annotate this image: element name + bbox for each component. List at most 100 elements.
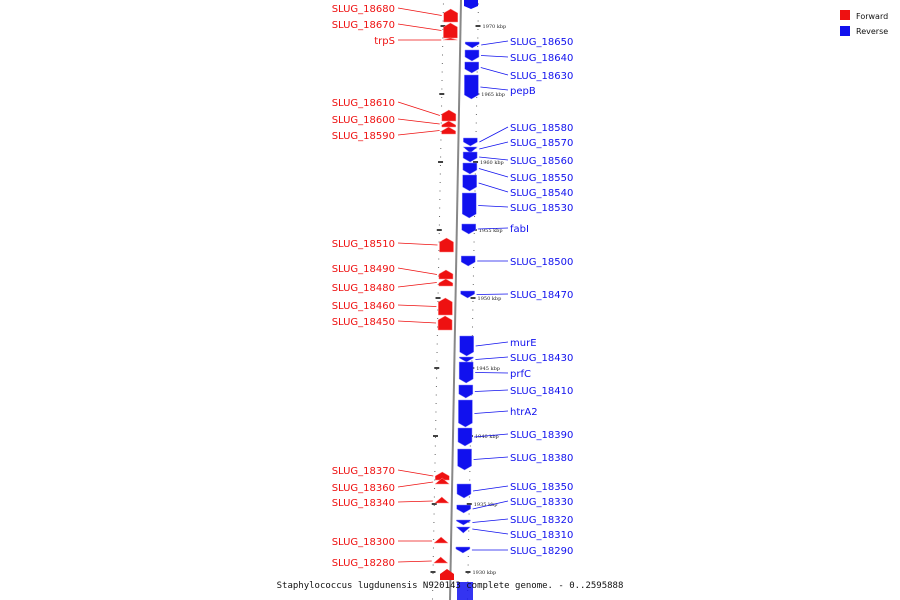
forward-gene[interactable] xyxy=(435,471,450,481)
reverse-gene[interactable] xyxy=(462,146,478,154)
reverse-gene[interactable] xyxy=(460,255,476,267)
reverse-gene-label[interactable]: SLUG_18290 xyxy=(510,546,573,557)
forward-gene[interactable] xyxy=(434,496,450,504)
reverse-gene-label[interactable]: SLUG_18310 xyxy=(510,530,573,541)
reverse-gene[interactable] xyxy=(458,384,474,399)
reverse-gene-leader xyxy=(478,182,509,193)
reverse-gene-label[interactable]: prfC xyxy=(510,369,531,380)
forward-gene-label[interactable]: SLUG_18680 xyxy=(332,4,395,15)
forward-gene-label[interactable]: SLUG_18280 xyxy=(332,558,395,569)
reverse-gene[interactable] xyxy=(463,137,478,147)
reverse-gene-label[interactable]: SLUG_18640 xyxy=(510,53,573,64)
reverse-gene-leader xyxy=(474,389,509,392)
reverse-gene[interactable] xyxy=(462,151,478,163)
reverse-gene[interactable] xyxy=(456,483,472,499)
reverse-gene-label[interactable]: SLUG_18570 xyxy=(510,138,573,149)
forward-gene[interactable] xyxy=(438,269,454,280)
reverse-gene-label[interactable]: SLUG_18560 xyxy=(510,156,573,167)
forward-gene-label[interactable]: trpS xyxy=(374,36,395,47)
reverse-gene[interactable] xyxy=(462,174,477,192)
reverse-gene[interactable] xyxy=(459,335,474,357)
reverse-gene-leader xyxy=(481,40,509,46)
reverse-gene-label[interactable]: SLUG_18530 xyxy=(510,203,573,214)
genome-caption: Staphylococcus lugdunensis N920143 compl… xyxy=(277,581,624,591)
forward-gene[interactable] xyxy=(433,536,449,544)
forward-gene-label[interactable]: SLUG_18360 xyxy=(332,483,395,494)
forward-gene-label[interactable]: SLUG_18510 xyxy=(332,239,395,250)
reverse-gene[interactable] xyxy=(459,356,474,363)
forward-gene-leader xyxy=(397,500,433,503)
reverse-gene-leader xyxy=(472,500,509,510)
reverse-gene[interactable] xyxy=(464,49,480,62)
forward-gene[interactable] xyxy=(443,8,458,23)
reverse-gene-label[interactable]: SLUG_18500 xyxy=(510,257,573,268)
reverse-gene-label[interactable]: SLUG_18390 xyxy=(510,430,573,441)
reverse-gene-label[interactable]: SLUG_18580 xyxy=(510,123,573,134)
reverse-gene-label[interactable]: SLUG_18330 xyxy=(510,497,573,508)
reverse-gene-label[interactable]: pepB xyxy=(510,86,536,97)
reverse-gene[interactable] xyxy=(464,61,480,74)
forward-gene[interactable] xyxy=(439,237,454,253)
forward-gene-label[interactable]: SLUG_18610 xyxy=(332,98,395,109)
forward-gene-leader xyxy=(397,7,442,16)
forward-gene[interactable] xyxy=(441,120,456,128)
reverse-gene[interactable] xyxy=(464,74,479,100)
reverse-gene-leader xyxy=(472,485,509,492)
forward-gene[interactable] xyxy=(434,477,450,485)
reverse-gene-label[interactable]: fabI xyxy=(510,224,529,235)
forward-gene[interactable] xyxy=(441,109,457,122)
reverse-gene[interactable] xyxy=(456,504,471,514)
reverse-gene-label[interactable]: SLUG_18380 xyxy=(510,453,573,464)
forward-gene[interactable] xyxy=(443,22,458,39)
forward-gene-label[interactable]: SLUG_18590 xyxy=(332,131,395,142)
reverse-gene-label[interactable]: SLUG_18550 xyxy=(510,173,573,184)
forward-gene[interactable] xyxy=(433,556,449,564)
reverse-gene-label[interactable]: SLUG_18320 xyxy=(510,515,573,526)
forward-gene-label[interactable]: SLUG_18490 xyxy=(332,264,395,275)
reverse-gene-label[interactable]: SLUG_18650 xyxy=(510,37,573,48)
forward-gene-label[interactable]: SLUG_18460 xyxy=(332,301,395,312)
forward-gene-label[interactable]: SLUG_18670 xyxy=(332,20,395,31)
reverse-gene-label[interactable]: SLUG_18430 xyxy=(510,353,573,364)
forward-gene[interactable] xyxy=(437,315,453,331)
reverse-gene[interactable] xyxy=(460,290,475,299)
reverse-gene-label[interactable]: SLUG_18630 xyxy=(510,71,573,82)
legend-forward-swatch xyxy=(840,10,850,20)
forward-gene-label[interactable]: SLUG_18480 xyxy=(332,283,395,294)
forward-gene[interactable] xyxy=(443,37,458,41)
reverse-gene[interactable] xyxy=(464,41,480,49)
forward-gene-label[interactable]: SLUG_18600 xyxy=(332,115,395,126)
forward-gene[interactable] xyxy=(441,126,456,135)
reverse-gene[interactable] xyxy=(462,162,478,175)
reverse-gene-label[interactable]: SLUG_18470 xyxy=(510,290,573,301)
forward-gene-label[interactable]: SLUG_18370 xyxy=(332,466,395,477)
forward-gene[interactable] xyxy=(438,278,454,287)
forward-gene-leader xyxy=(397,320,437,324)
reverse-gene[interactable] xyxy=(457,427,473,447)
reverse-gene[interactable] xyxy=(461,192,477,219)
forward-gene-label[interactable]: SLUG_18340 xyxy=(332,498,395,509)
reverse-gene-label[interactable]: htrA2 xyxy=(510,407,538,418)
reverse-gene[interactable] xyxy=(456,519,471,526)
reverse-gene[interactable] xyxy=(458,399,473,428)
features-layer xyxy=(433,0,480,600)
reverse-gene-label[interactable]: SLUG_18410 xyxy=(510,386,573,397)
reverse-gene[interactable] xyxy=(455,526,471,534)
reverse-gene[interactable] xyxy=(457,448,472,471)
reverse-gene-leader xyxy=(479,126,509,143)
reverse-gene[interactable] xyxy=(461,223,477,235)
reverse-gene-label[interactable]: murE xyxy=(510,338,537,349)
reverse-gene[interactable] xyxy=(458,361,474,384)
reverse-gene-partial-top[interactable] xyxy=(464,0,478,9)
forward-gene[interactable] xyxy=(438,297,453,316)
reverse-gene-label[interactable]: SLUG_18540 xyxy=(510,188,573,199)
reverse-gene-label[interactable]: SLUG_18350 xyxy=(510,482,573,493)
forward-gene-partial-bottom[interactable] xyxy=(440,569,454,580)
reverse-gene-leader xyxy=(479,141,509,150)
reverse-gene-partial-bottom[interactable] xyxy=(457,582,473,600)
forward-gene-label[interactable]: SLUG_18300 xyxy=(332,537,395,548)
forward-gene-label[interactable]: SLUG_18450 xyxy=(332,317,395,328)
tick-label: 1965 kbp xyxy=(481,92,505,98)
reverse-gene[interactable] xyxy=(455,546,471,554)
